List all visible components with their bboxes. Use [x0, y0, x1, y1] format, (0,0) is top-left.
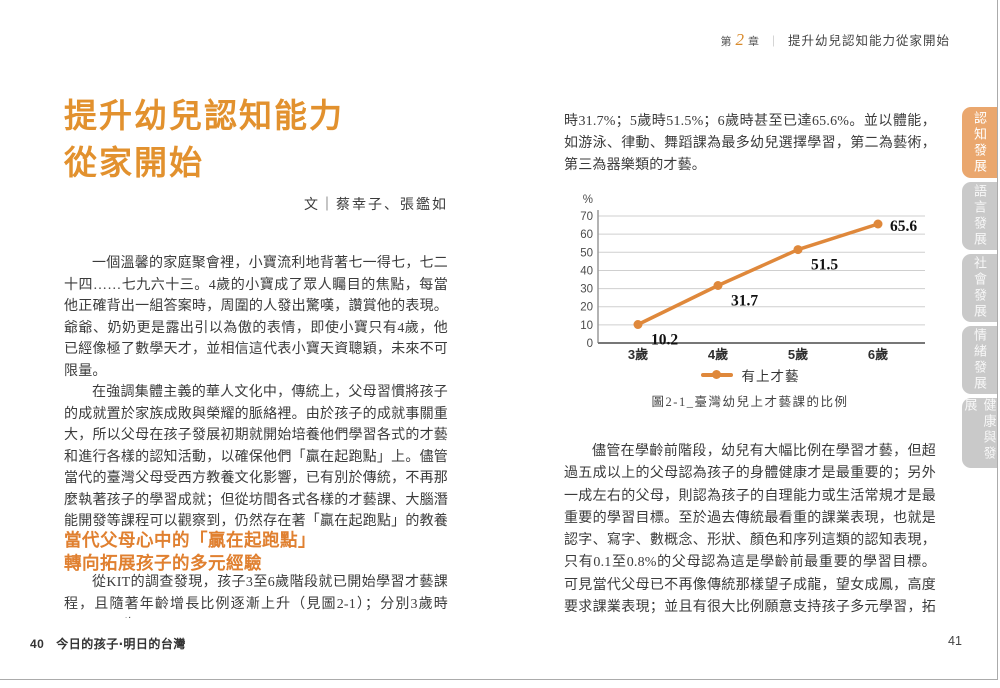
data-point-4	[873, 219, 883, 229]
chapter-prefix: 第	[720, 36, 733, 48]
section-heading-line2: 轉向拓展孩子的多元經驗	[64, 553, 262, 573]
left-page-paragraph-3: 從KIT的調查發現，孩子3至6歲階段就已開始學習才藝課程，且隨著年齡增長比例逐漸…	[64, 572, 448, 618]
sidebar-tab-5: 健康與發展	[962, 398, 997, 468]
y-tick-20: 20	[580, 302, 593, 314]
y-tick-40: 40	[580, 265, 593, 277]
x-tick-2: 4歲	[708, 347, 728, 362]
article-title: 提升幼兒認知能力 從家開始	[64, 94, 448, 188]
chart-caption: 圖2-1_臺灣幼兒上才藝課的比例	[651, 395, 849, 409]
page-number-right: 41	[948, 634, 962, 648]
chapter-number: 2	[735, 30, 745, 49]
sidebar-tab-3: 社會發展	[962, 254, 997, 322]
chapter-header: 第 2 章 ｜ 提升幼兒認知能力從家開始	[720, 30, 950, 50]
page-number-left: 40	[30, 637, 45, 651]
sidebar-tab-1: 認知發展	[962, 107, 997, 178]
y-tick-70: 70	[580, 211, 593, 223]
section-heading-line1: 當代父母心中的「贏在起跑點」	[64, 530, 316, 550]
x-tick-3: 5歲	[788, 347, 808, 362]
page-edge-right	[997, 0, 998, 679]
data-label-1: 10.2	[651, 331, 678, 348]
byline: 文｜蔡幸子、張鑑如	[304, 198, 448, 213]
paragraph: 一個溫馨的家庭聚會裡，小寶流利地背著七一得七，七二十四……七九六十三。4歲的小寶…	[64, 256, 448, 379]
data-label-3: 51.5	[811, 257, 838, 274]
sidebar-tab-2: 語言發展	[962, 182, 997, 250]
chapter-title: 提升幼兒認知能力從家開始	[787, 34, 950, 48]
chapter-suffix: 章	[747, 36, 760, 48]
data-point-3	[793, 245, 803, 255]
y-tick-50: 50	[580, 247, 593, 259]
article-title-line1: 提升幼兒認知能力	[64, 99, 344, 135]
paragraph: 儘管在學齡前階段，幼兒有大幅比例在學習才藝，但超過五成以上的父母認為孩子的身體健…	[564, 444, 936, 616]
section-heading: 當代父母心中的「贏在起跑點」 轉向拓展孩子的多元經驗	[64, 529, 448, 575]
article-title-line2: 從家開始	[64, 146, 204, 182]
book-title-footer: 今日的孩子‧明日的台灣	[56, 637, 186, 651]
legend-line-marker-icon	[700, 370, 733, 379]
paragraph: 時31.7%；5歲時51.5%；6歲時甚至已達65.6%。並以體能，如游泳、律動…	[564, 114, 936, 173]
data-point-1	[633, 319, 643, 329]
paragraph: 在強調集體主義的華人文化中，傳統上，父母習慣將孩子的成就置於家族成敗與榮耀的脈絡…	[64, 385, 448, 529]
x-tick-4: 6歲	[868, 347, 888, 362]
y-axis-unit-label: %	[583, 194, 593, 206]
x-tick-1: 3歲	[628, 347, 648, 362]
data-point-2	[713, 280, 723, 290]
sidebar-tab-4: 情緒發展	[962, 326, 997, 394]
data-label-2: 31.7	[731, 292, 758, 309]
left-page-paragraphs: 一個溫馨的家庭聚會裡，小寶流利地背著七一得七，七二十四……七九六十三。4歲的小寶…	[64, 253, 448, 529]
right-page-paragraph-1: 時31.7%；5歲時51.5%；6歲時甚至已達65.6%。並以體能，如游泳、律動…	[564, 111, 936, 179]
page-edge-bottom	[0, 679, 998, 680]
chart-legend: 有上才藝	[564, 365, 936, 385]
right-page-paragraph-2: 儘管在學齡前階段，幼兒有大幅比例在學習才藝，但超過五成以上的父母認為孩子的身體健…	[564, 441, 936, 621]
y-tick-0: 0	[587, 338, 593, 350]
footer-left: 40 今日的孩子‧明日的台灣	[30, 635, 186, 652]
y-tick-30: 30	[580, 284, 593, 296]
legend-label: 有上才藝	[741, 369, 800, 384]
data-label-4: 65.6	[890, 218, 917, 235]
series-line	[636, 222, 880, 327]
chapter-separator: ｜	[767, 36, 780, 48]
y-tick-10: 10	[580, 320, 593, 332]
line-chart: 0 10 20 30 40 50 60 70% 10.2 31.7 51.5 65.6 3歲 4歲 5歲 6歲	[580, 194, 925, 362]
edge-tab-index: 認知發展語言發展社會發展情緒發展健康與發展	[962, 107, 997, 472]
paragraph: 從KIT的調查發現，孩子3至6歲階段就已開始學習才藝課程，且隨著年齡增長比例逐漸…	[64, 575, 448, 612]
y-tick-60: 60	[580, 229, 593, 241]
